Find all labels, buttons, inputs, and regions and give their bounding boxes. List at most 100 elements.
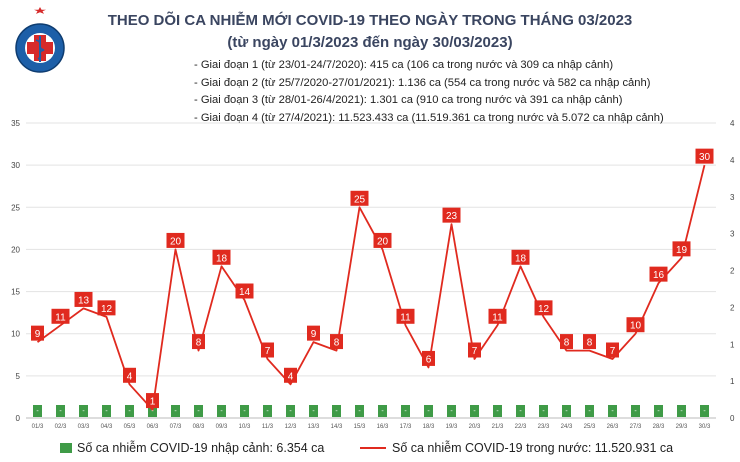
x-tick-label: 20/3 (469, 424, 481, 430)
import-bar-label: - (128, 408, 131, 415)
x-tick-label: 19/3 (446, 424, 458, 430)
data-label-box (534, 300, 553, 316)
x-tick-label: 23/3 (538, 424, 550, 430)
ministry-logo (14, 6, 66, 90)
import-bar (148, 405, 157, 417)
data-label-box (560, 334, 573, 350)
y2-tick-label: 4 (730, 156, 735, 165)
y-tick-label: 25 (11, 203, 20, 212)
y-tick-label: 10 (11, 330, 20, 339)
data-label-box (51, 308, 70, 324)
data-label-box (396, 308, 415, 324)
data-label: 9 (311, 329, 317, 340)
data-label: 16 (653, 270, 665, 281)
import-bar-label: - (450, 408, 453, 415)
import-bar (516, 405, 525, 417)
data-label-box (31, 325, 44, 341)
data-label: 11 (492, 312, 503, 323)
x-tick-label: 03/3 (78, 424, 90, 430)
data-label: 8 (564, 338, 570, 349)
x-tick-label: 28/3 (653, 424, 665, 430)
data-label-box (192, 334, 205, 350)
y2-tick-label: 1 (730, 377, 735, 386)
import-bar-label: - (703, 408, 706, 415)
y2-tick-label: 2 (730, 303, 735, 312)
import-bar (654, 405, 663, 417)
import-bar (125, 405, 134, 417)
y-tick-label: 0 (16, 414, 21, 423)
import-bar-label: - (82, 408, 85, 415)
y2-tick-label: 2 (730, 267, 735, 276)
data-label-box (626, 317, 645, 333)
import-bar (700, 405, 709, 417)
import-bar (33, 405, 42, 417)
x-tick-label: 24/3 (561, 424, 573, 430)
import-bar-label: - (381, 408, 384, 415)
data-label: 14 (239, 287, 251, 298)
data-label-box (261, 342, 274, 358)
y2-tick-label: 4 (730, 119, 735, 128)
x-tick-label: 26/3 (607, 424, 619, 430)
legend-bar-swatch (60, 443, 72, 453)
data-label: 4 (127, 371, 133, 382)
x-tick-label: 01/3 (32, 424, 44, 430)
data-label-box (511, 249, 530, 265)
import-bar (585, 405, 594, 417)
x-tick-label: 06/3 (147, 424, 159, 430)
import-bar (194, 405, 203, 417)
x-tick-label: 11/3 (262, 424, 274, 430)
data-label: 11 (400, 312, 411, 323)
import-bar-label: - (36, 408, 39, 415)
y2-tick-label: 1 (730, 340, 735, 349)
x-tick-label: 29/3 (676, 424, 688, 430)
import-bar-label: - (634, 408, 637, 415)
import-bar-label: - (151, 408, 154, 415)
x-tick-label: 10/3 (239, 424, 251, 430)
data-label-box (649, 266, 668, 282)
import-bar-label: - (335, 408, 338, 415)
data-label-box (488, 308, 507, 324)
phase-note: - Giai đoạn 1 (từ 23/01-24/7/2020): 415 … (194, 59, 614, 71)
import-bar (631, 405, 640, 417)
import-bar (332, 405, 341, 417)
data-label: 7 (472, 346, 478, 357)
phase-note: - Giai đoạn 2 (từ 25/7/2020-27/01/2021):… (194, 76, 651, 89)
data-label-box (212, 249, 231, 265)
legend-domestic: Số ca nhiễm COVID-19 trong nước: 11.520.… (360, 441, 673, 455)
import-bar-label: - (542, 408, 545, 415)
data-label-box (442, 207, 461, 223)
data-label: 20 (377, 236, 389, 247)
x-tick-label: 12/3 (285, 424, 297, 430)
phase-note: - Giai đoạn 3 (từ 28/01-26/4/2021): 1.30… (194, 94, 623, 106)
import-bar (355, 405, 364, 417)
import-bar (447, 405, 456, 417)
import-bar (102, 405, 111, 417)
import-bar (79, 405, 88, 417)
import-bar (171, 405, 180, 417)
import-bar-label: - (519, 408, 522, 415)
import-bar-label: - (174, 408, 177, 415)
x-tick-label: 27/3 (630, 424, 642, 430)
x-tick-label: 13/3 (308, 424, 320, 430)
import-bar-label: - (565, 408, 568, 415)
import-bar-label: - (358, 408, 361, 415)
legend-imported-label: Số ca nhiễm COVID-19 nhập cảnh: 6.354 ca (77, 441, 325, 455)
page-title: THEO DÕI CA NHIỄM MỚI COVID-19 THEO NGÀY… (107, 12, 633, 29)
import-bar (493, 405, 502, 417)
import-bar-label: - (611, 408, 614, 415)
data-label: 6 (426, 354, 432, 365)
data-label-box (350, 190, 369, 206)
y-tick-label: 15 (11, 288, 20, 297)
import-bar (286, 405, 295, 417)
page-subtitle: (từ ngày 01/3/2023 đến ngày 30/03/2023) (227, 34, 513, 51)
data-label-box (468, 342, 481, 358)
import-bar-label: - (312, 408, 315, 415)
x-tick-label: 08/3 (193, 424, 205, 430)
import-bar (309, 405, 318, 417)
data-label-box (235, 283, 254, 299)
import-bar (217, 405, 226, 417)
x-tick-label: 07/3 (170, 424, 182, 430)
import-bar-label: - (588, 408, 591, 415)
import-bar-label: - (473, 408, 476, 415)
